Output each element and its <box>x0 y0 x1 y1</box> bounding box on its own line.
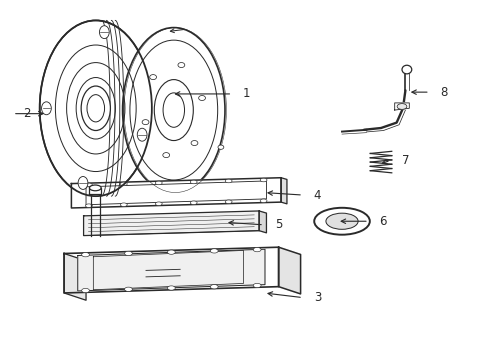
Polygon shape <box>71 178 281 208</box>
Polygon shape <box>83 211 259 235</box>
Text: 3: 3 <box>313 291 321 304</box>
Ellipse shape <box>120 203 127 207</box>
Ellipse shape <box>401 65 411 74</box>
Text: 2: 2 <box>23 107 31 120</box>
Ellipse shape <box>154 80 193 140</box>
Ellipse shape <box>260 178 266 182</box>
Ellipse shape <box>41 102 51 115</box>
Ellipse shape <box>120 182 127 186</box>
Ellipse shape <box>314 208 369 235</box>
Ellipse shape <box>225 200 232 203</box>
Ellipse shape <box>122 28 224 193</box>
Text: 8: 8 <box>440 86 447 99</box>
Ellipse shape <box>85 183 92 187</box>
Ellipse shape <box>253 283 261 288</box>
Polygon shape <box>78 249 264 291</box>
Ellipse shape <box>163 153 169 158</box>
Ellipse shape <box>198 95 205 100</box>
Ellipse shape <box>99 26 109 39</box>
Ellipse shape <box>167 286 175 290</box>
Polygon shape <box>64 247 278 293</box>
Polygon shape <box>89 188 101 194</box>
Polygon shape <box>64 253 86 300</box>
Ellipse shape <box>142 120 149 125</box>
Ellipse shape <box>325 213 357 229</box>
Text: 5: 5 <box>274 218 282 231</box>
Ellipse shape <box>85 204 92 207</box>
Ellipse shape <box>155 202 162 206</box>
Ellipse shape <box>78 176 88 189</box>
Ellipse shape <box>190 201 197 204</box>
Ellipse shape <box>190 180 197 184</box>
Ellipse shape <box>253 247 261 252</box>
Ellipse shape <box>87 95 104 122</box>
Ellipse shape <box>81 86 110 131</box>
Ellipse shape <box>225 179 232 183</box>
Ellipse shape <box>210 249 218 253</box>
Ellipse shape <box>124 251 132 256</box>
Ellipse shape <box>163 93 184 127</box>
Ellipse shape <box>210 285 218 289</box>
Polygon shape <box>281 178 286 204</box>
Polygon shape <box>394 103 408 110</box>
Ellipse shape <box>124 287 132 292</box>
Ellipse shape <box>167 250 175 254</box>
Ellipse shape <box>178 63 184 68</box>
Polygon shape <box>259 211 266 233</box>
Ellipse shape <box>396 104 406 109</box>
Ellipse shape <box>260 199 266 203</box>
Ellipse shape <box>40 21 152 196</box>
Ellipse shape <box>137 128 147 141</box>
Text: 4: 4 <box>313 189 321 202</box>
Ellipse shape <box>89 185 101 191</box>
Text: 6: 6 <box>379 215 386 228</box>
Text: 7: 7 <box>401 154 408 167</box>
Ellipse shape <box>149 75 156 80</box>
Ellipse shape <box>81 252 89 257</box>
Polygon shape <box>278 247 300 294</box>
Text: 1: 1 <box>243 87 250 100</box>
Ellipse shape <box>218 145 224 149</box>
Ellipse shape <box>155 181 162 185</box>
Ellipse shape <box>81 288 89 293</box>
Ellipse shape <box>191 140 198 145</box>
